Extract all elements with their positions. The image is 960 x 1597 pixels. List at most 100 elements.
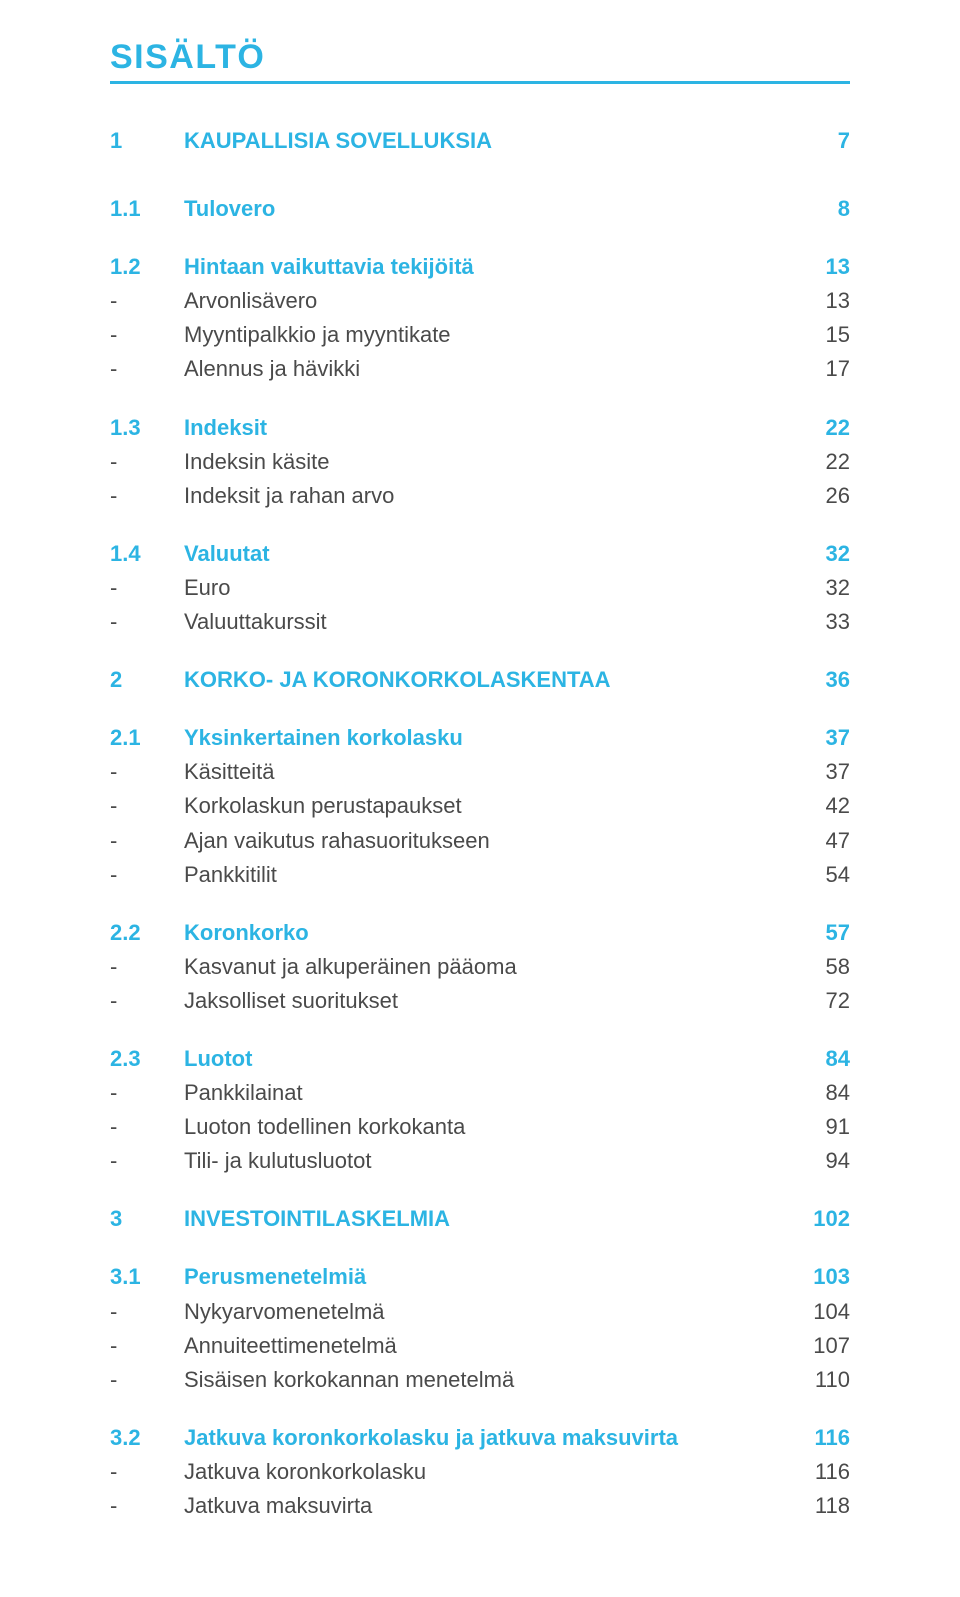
toc-label: Yksinkertainen korkolasku xyxy=(184,721,790,755)
toc-dash: - xyxy=(110,605,184,639)
toc-dash: - xyxy=(110,984,184,1018)
toc-page: 8 xyxy=(790,192,850,226)
toc-dash: - xyxy=(110,445,184,479)
toc-row: -Annuiteettimenetelmä107 xyxy=(110,1329,850,1363)
toc-label: Tili- ja kulutusluotot xyxy=(184,1144,790,1178)
toc-label: Ajan vaikutus rahasuoritukseen xyxy=(184,824,790,858)
toc-page: 32 xyxy=(790,537,850,571)
table-of-contents: 1KAUPALLISIA SOVELLUKSIA71.1Tulovero81.2… xyxy=(110,124,850,1523)
toc-label: Valuuttakurssit xyxy=(184,605,790,639)
toc-number: 2.3 xyxy=(110,1042,184,1076)
toc-dash: - xyxy=(110,755,184,789)
toc-label: Tulovero xyxy=(184,192,790,226)
toc-page: 91 xyxy=(790,1110,850,1144)
toc-row: -Luoton todellinen korkokanta91 xyxy=(110,1110,850,1144)
toc-label: KORKO- JA KORONKORKOLASKENTAA xyxy=(184,663,790,697)
toc-label: KAUPALLISIA SOVELLUKSIA xyxy=(184,124,790,158)
toc-page: 22 xyxy=(790,411,850,445)
toc-label: Jaksolliset suoritukset xyxy=(184,984,790,1018)
toc-label: Arvonlisävero xyxy=(184,284,790,318)
toc-row: -Korkolaskun perustapaukset42 xyxy=(110,789,850,823)
toc-label: Hintaan vaikuttavia tekijöitä xyxy=(184,250,790,284)
toc-page: 13 xyxy=(790,250,850,284)
toc-label: Pankkitilit xyxy=(184,858,790,892)
document-page: SISÄLTÖ 1KAUPALLISIA SOVELLUKSIA71.1Tulo… xyxy=(0,0,960,1583)
toc-page: 7 xyxy=(790,124,850,158)
toc-row: 2KORKO- JA KORONKORKOLASKENTAA36 xyxy=(110,663,850,697)
toc-page: 32 xyxy=(790,571,850,605)
toc-row: 2.1Yksinkertainen korkolasku37 xyxy=(110,721,850,755)
toc-page: 104 xyxy=(790,1295,850,1329)
toc-number: 3.2 xyxy=(110,1421,184,1455)
toc-page: 22 xyxy=(790,445,850,479)
toc-row: -Alennus ja hävikki17 xyxy=(110,352,850,386)
toc-label: Koronkorko xyxy=(184,916,790,950)
toc-page: 17 xyxy=(790,352,850,386)
toc-page: 84 xyxy=(790,1042,850,1076)
toc-number: 2 xyxy=(110,663,184,697)
toc-row: -Indeksit ja rahan arvo26 xyxy=(110,479,850,513)
toc-row: 1.3Indeksit22 xyxy=(110,411,850,445)
toc-label: Annuiteettimenetelmä xyxy=(184,1329,790,1363)
toc-dash: - xyxy=(110,479,184,513)
toc-page: 47 xyxy=(790,824,850,858)
toc-page: 94 xyxy=(790,1144,850,1178)
toc-label: Luoton todellinen korkokanta xyxy=(184,1110,790,1144)
toc-row: -Jatkuva maksuvirta118 xyxy=(110,1489,850,1523)
toc-number: 1.1 xyxy=(110,192,184,226)
toc-row: -Nykyarvomenetelmä104 xyxy=(110,1295,850,1329)
toc-page: 110 xyxy=(790,1363,850,1397)
toc-number: 3 xyxy=(110,1202,184,1236)
toc-label: Käsitteitä xyxy=(184,755,790,789)
toc-row: -Kasvanut ja alkuperäinen pääoma58 xyxy=(110,950,850,984)
toc-page: 102 xyxy=(790,1202,850,1236)
toc-dash: - xyxy=(110,1489,184,1523)
toc-dash: - xyxy=(110,1144,184,1178)
toc-dash: - xyxy=(110,1110,184,1144)
toc-label: Luotot xyxy=(184,1042,790,1076)
toc-number: 1.4 xyxy=(110,537,184,571)
toc-dash: - xyxy=(110,789,184,823)
toc-label: Jatkuva maksuvirta xyxy=(184,1489,790,1523)
toc-dash: - xyxy=(110,950,184,984)
toc-label: Myyntipalkkio ja myyntikate xyxy=(184,318,790,352)
toc-page: 54 xyxy=(790,858,850,892)
toc-label: Indeksin käsite xyxy=(184,445,790,479)
toc-page: 37 xyxy=(790,755,850,789)
toc-label: Alennus ja hävikki xyxy=(184,352,790,386)
toc-row: 2.3Luotot84 xyxy=(110,1042,850,1076)
title-rule xyxy=(110,81,850,84)
toc-row: 3.1Perusmenetelmiä103 xyxy=(110,1260,850,1294)
toc-page: 107 xyxy=(790,1329,850,1363)
toc-row: -Euro32 xyxy=(110,571,850,605)
toc-page: 116 xyxy=(790,1421,850,1455)
toc-page: 37 xyxy=(790,721,850,755)
toc-page: 84 xyxy=(790,1076,850,1110)
toc-dash: - xyxy=(110,1295,184,1329)
toc-label: Sisäisen korkokannan menetelmä xyxy=(184,1363,790,1397)
toc-dash: - xyxy=(110,571,184,605)
toc-label: Korkolaskun perustapaukset xyxy=(184,789,790,823)
toc-label: Kasvanut ja alkuperäinen pääoma xyxy=(184,950,790,984)
toc-label: Euro xyxy=(184,571,790,605)
toc-label: Nykyarvomenetelmä xyxy=(184,1295,790,1329)
toc-number: 2.2 xyxy=(110,916,184,950)
toc-row: -Pankkitilit54 xyxy=(110,858,850,892)
toc-row: 2.2Koronkorko57 xyxy=(110,916,850,950)
toc-dash: - xyxy=(110,1455,184,1489)
toc-label: Pankkilainat xyxy=(184,1076,790,1110)
toc-row: -Indeksin käsite22 xyxy=(110,445,850,479)
toc-page: 57 xyxy=(790,916,850,950)
toc-dash: - xyxy=(110,858,184,892)
toc-dash: - xyxy=(110,1329,184,1363)
toc-row: 3.2Jatkuva koronkorkolasku ja jatkuva ma… xyxy=(110,1421,850,1455)
toc-row: -Valuuttakurssit33 xyxy=(110,605,850,639)
toc-label: Indeksit xyxy=(184,411,790,445)
toc-page: 15 xyxy=(790,318,850,352)
toc-dash: - xyxy=(110,824,184,858)
toc-row: 1KAUPALLISIA SOVELLUKSIA7 xyxy=(110,124,850,158)
toc-page: 33 xyxy=(790,605,850,639)
toc-dash: - xyxy=(110,1363,184,1397)
toc-row: -Käsitteitä37 xyxy=(110,755,850,789)
toc-page: 116 xyxy=(790,1455,850,1489)
